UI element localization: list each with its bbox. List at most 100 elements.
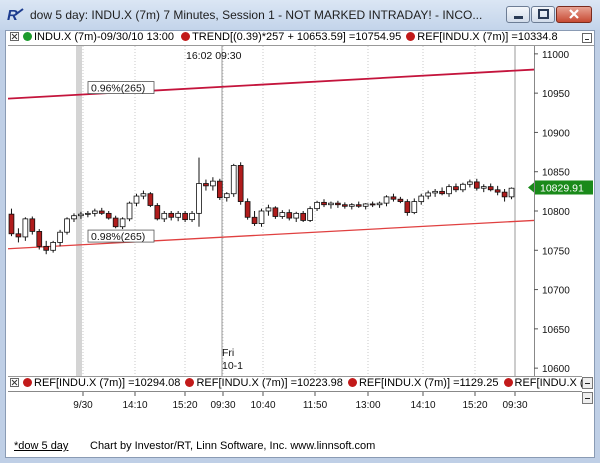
info-bar-minimize-button[interactable]	[582, 33, 592, 43]
candle	[376, 201, 383, 208]
pane-scroll-up-button[interactable]	[582, 377, 593, 389]
candle	[314, 200, 320, 211]
candle	[29, 216, 36, 235]
candle-body-down	[300, 212, 307, 221]
time-tick-label: 14:10	[122, 400, 147, 411]
candle-body-down	[453, 186, 459, 191]
candle	[286, 209, 293, 221]
candle	[22, 217, 29, 241]
status-green-icon[interactable]	[23, 32, 32, 41]
price-tick-label: 10750	[542, 246, 570, 257]
candle-body-down	[29, 218, 36, 232]
ref-indicator-icon[interactable]	[185, 378, 195, 387]
candle	[494, 185, 501, 196]
pane-scrollbar[interactable]	[582, 376, 594, 406]
candle-body-up	[418, 195, 425, 202]
reference-info-bar: REF[INDU.X (7m)] =10294.08 REF[INDU.X (7…	[8, 376, 582, 392]
svg-text:R: R	[7, 7, 18, 24]
candle	[147, 192, 154, 208]
candle-body-up	[91, 210, 98, 214]
last-price-arrow	[528, 182, 534, 193]
maximize-button[interactable]	[531, 6, 555, 23]
minimize-button[interactable]	[506, 6, 530, 23]
ref-info-2: REF[INDU.X (7m)] =10223.98	[196, 377, 343, 389]
candle	[355, 201, 362, 208]
candle	[216, 178, 223, 200]
indicator-info-bar: INDU.X (7m)-09/30/10 13:00 TREND[(0.39)*…	[8, 31, 594, 46]
candle	[210, 177, 216, 191]
candle-body-up	[50, 242, 56, 251]
candle	[335, 200, 341, 208]
candle-body-up	[126, 202, 133, 220]
candle	[140, 190, 147, 200]
candle-body-up	[64, 218, 70, 233]
candle	[279, 210, 286, 219]
price-tick-label: 10950	[542, 89, 570, 100]
candle	[251, 211, 258, 226]
candle-body-up	[78, 213, 84, 217]
candle-body-up	[307, 208, 313, 221]
candle	[43, 240, 50, 255]
close-icon	[569, 9, 579, 19]
cursor-band	[76, 46, 82, 376]
time-tick-label: 14:10	[410, 400, 435, 411]
ref-indicator-icon[interactable]	[23, 378, 32, 387]
candle	[98, 207, 105, 215]
ref-info-4: REF[INDU.X (7	[514, 377, 582, 389]
candle	[85, 211, 91, 218]
candle-body-down	[98, 210, 105, 214]
cursor-time-label: 16:02 09:30	[186, 50, 242, 62]
chart-tab[interactable]: *dow 5 day	[14, 440, 69, 452]
candle	[36, 229, 43, 250]
candle-body-up	[314, 201, 320, 210]
candle-body-up	[480, 186, 487, 189]
symbol-info: INDU.X (7m)-09/30/10 13:00	[34, 31, 175, 43]
candle	[460, 182, 466, 193]
candle	[196, 157, 202, 227]
candle-body-down	[501, 191, 508, 198]
candle	[112, 215, 119, 229]
channel-upper-label-box	[87, 81, 155, 94]
pane-scroll-down-button[interactable]	[582, 392, 593, 404]
time-tick-label: 9/30	[73, 400, 93, 411]
candle-body-up	[189, 212, 195, 221]
candle-body-down	[105, 212, 112, 219]
candle-body-up	[196, 183, 202, 214]
candle-body-down	[36, 231, 43, 247]
candle	[362, 203, 369, 210]
candle-body-down	[335, 202, 341, 206]
candle	[78, 211, 84, 219]
ref-indicator-icon[interactable]	[347, 378, 357, 387]
candle-body-down	[154, 205, 161, 220]
candle-body-up	[508, 187, 515, 198]
time-tick-label: 10:40	[250, 400, 275, 411]
candle	[244, 198, 251, 220]
candle-body-up	[293, 212, 300, 219]
candle-body-up	[432, 190, 438, 194]
trend-indicator-icon[interactable]	[181, 32, 191, 41]
candle	[397, 196, 404, 204]
close-button[interactable]	[556, 6, 592, 23]
candle	[321, 199, 327, 208]
candle	[91, 208, 98, 217]
candle	[383, 195, 390, 207]
title-bar: R dow 5 day: INDU.X (7m) 7 Minutes, Sess…	[0, 0, 600, 30]
price-chart[interactable]: 11000 10950 10900 10850 10800 10750 10700 10650…	[8, 46, 594, 376]
candle-body-down	[473, 181, 480, 189]
last-price-tag	[535, 180, 593, 195]
candle	[453, 183, 459, 193]
candle	[175, 211, 181, 222]
candle-body-up	[279, 212, 286, 217]
close-pane-icon[interactable]	[10, 32, 19, 41]
candle	[126, 201, 133, 222]
candle	[168, 211, 175, 221]
candle-body-down	[216, 180, 223, 199]
ref-indicator-icon[interactable]	[503, 378, 513, 387]
candle-body-up	[411, 201, 418, 213]
candle-body-down	[43, 245, 50, 251]
candle-body-up	[348, 204, 355, 207]
ref-indicator-icon[interactable]	[406, 32, 416, 41]
candle	[432, 189, 438, 197]
close-pane-icon[interactable]	[10, 378, 19, 387]
candle-body-up	[223, 193, 230, 199]
